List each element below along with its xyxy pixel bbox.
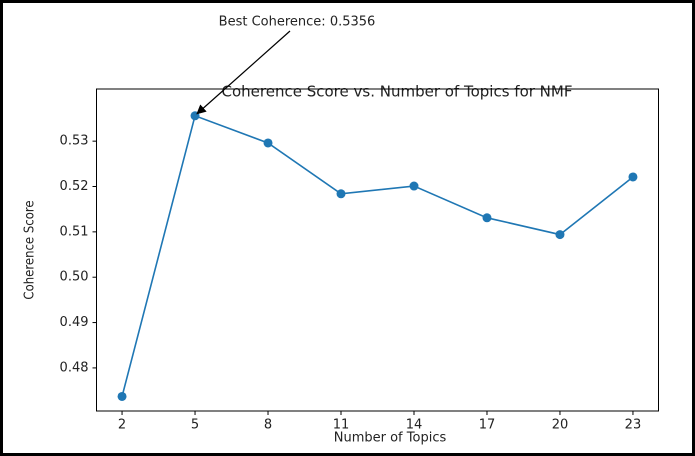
point [555, 230, 565, 240]
point [409, 181, 419, 191]
point [482, 213, 492, 223]
x-axis-label: Number of Topics [334, 431, 447, 446]
y-tick-label: 0.49 [60, 315, 89, 330]
line [121, 114, 634, 397]
chart-title: Coherence Score vs. Number of Topics for… [222, 83, 573, 101]
x-tick-label: 5 [191, 418, 199, 433]
y-tick-label: 0.51 [60, 224, 89, 239]
x-tick-label: 14 [406, 418, 423, 433]
point [628, 172, 638, 182]
y-tick-label: 0.48 [60, 360, 89, 375]
annotation-arrow [196, 30, 291, 115]
x-tick-label: 11 [333, 418, 350, 433]
x-tick-label: 23 [625, 418, 642, 433]
x-tick-label: 8 [264, 418, 272, 433]
x-tick-label: 17 [479, 418, 496, 433]
point [263, 138, 273, 148]
point [336, 189, 346, 199]
y-tick-label: 0.50 [60, 270, 89, 285]
y-tick-label: 0.52 [60, 179, 89, 194]
x-tick-label: 20 [552, 418, 569, 433]
point [117, 391, 127, 401]
y-tick-label: 0.53 [60, 134, 89, 149]
x-tick-label: 2 [118, 418, 126, 433]
annotation: Best Coherence: 0.5356 [219, 15, 376, 30]
y-axis-label: Coherence Score [23, 200, 38, 299]
plot-frame [96, 88, 659, 412]
